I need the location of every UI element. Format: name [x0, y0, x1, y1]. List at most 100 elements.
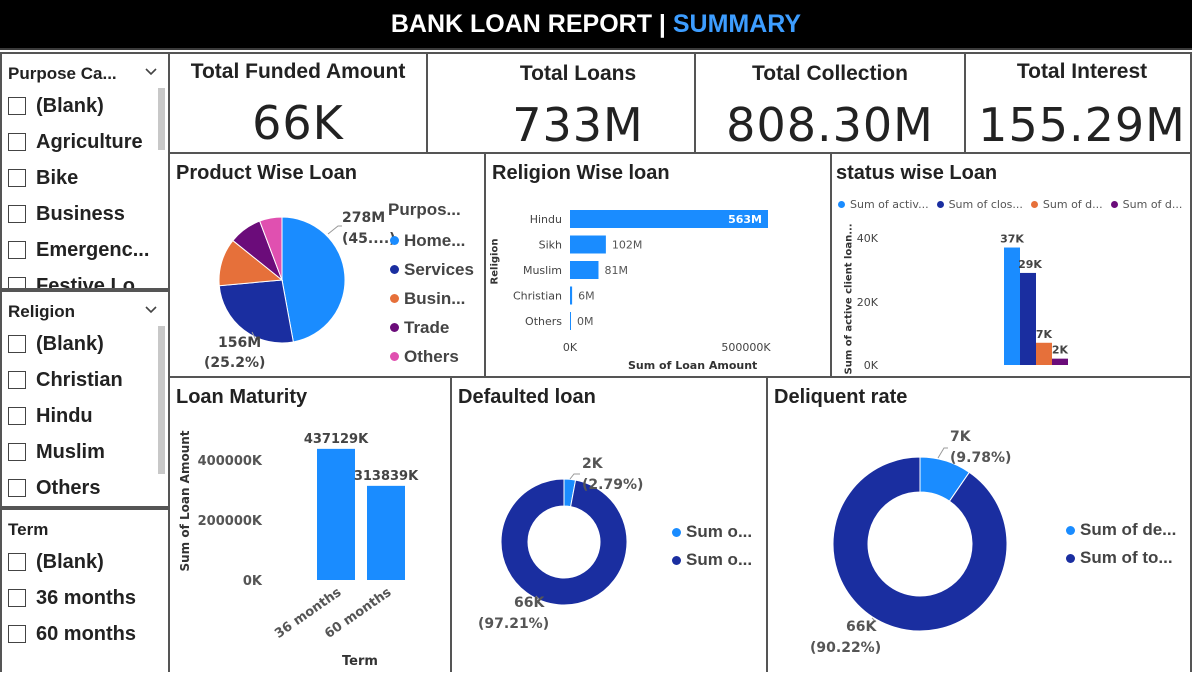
legend-item[interactable]: Sum o... [672, 518, 752, 546]
purpose-option[interactable]: Bike [8, 160, 152, 196]
purpose-option[interactable]: (Blank) [8, 88, 152, 124]
bar [570, 235, 606, 254]
bar [1036, 342, 1052, 365]
bar [570, 312, 571, 330]
leader-line [327, 225, 342, 235]
legend-item[interactable]: Busin... [390, 284, 474, 313]
y-tick-label: 400000K [198, 454, 263, 469]
religion-scrollbar[interactable] [158, 326, 165, 474]
legend-title: Purpos... [388, 200, 461, 219]
chevron-down-icon[interactable] [144, 65, 158, 79]
legend-dot [390, 265, 399, 274]
status-legend: Sum of activ... Sum of clos... Sum of d.… [838, 198, 1182, 211]
kpi-card-total-collection: Total Collection 808.30M [694, 52, 966, 154]
legend-item[interactable]: Sum of d... [1030, 198, 1103, 211]
kpi-title: Total Collection [752, 62, 908, 85]
term-slicer: Term (Blank) 36 months 60 months [0, 508, 170, 672]
legend-dot [390, 323, 399, 332]
purpose-option[interactable]: Emergenc... [8, 232, 152, 268]
legend-item[interactable]: Sum of clos... [936, 198, 1023, 211]
kpi-value: 155.29M [978, 98, 1186, 152]
checkbox[interactable] [8, 241, 26, 259]
donut-label-pct: (9.78%) [950, 450, 1012, 466]
religion-option[interactable]: Others [8, 470, 123, 506]
kpi-title: Total Funded Amount [190, 60, 406, 83]
report-title: BANK LOAN REPORT [390, 10, 652, 38]
pie-slice [218, 279, 294, 344]
data-label: 563M [728, 213, 762, 226]
legend-dot [936, 201, 944, 208]
purpose-option[interactable]: Festive Lo... [8, 268, 152, 288]
y-tick-label: 20K [857, 296, 879, 309]
legend-item[interactable]: Others [390, 342, 474, 371]
checkbox[interactable] [8, 335, 26, 353]
legend-item[interactable]: Sum of activ... [838, 198, 929, 211]
axis-title-x: Term [342, 654, 378, 669]
purpose-option[interactable]: Agriculture [8, 124, 152, 160]
axis-title-y: Sum of Loan Amount [178, 430, 192, 572]
checkbox[interactable] [8, 479, 26, 497]
pie-label-pct: (45....) [342, 231, 396, 247]
category-tick-label: Muslim [523, 264, 562, 277]
checkbox[interactable] [8, 443, 26, 461]
delinquent-donut-chart [832, 447, 1008, 632]
defaulted-donut-chart [500, 473, 628, 606]
delinquent-rate-panel: Deliquent rate 7K (9.78%) 66K (90.22%) S… [766, 376, 1192, 672]
legend-item[interactable]: Sum of d... [1110, 198, 1182, 211]
donut-label-pct: (97.21%) [478, 616, 550, 632]
legend-item[interactable]: Sum o... [672, 546, 752, 574]
chevron-down-icon[interactable] [144, 303, 158, 317]
x-tick-label: 0K [563, 341, 578, 354]
checkbox[interactable] [8, 371, 26, 389]
term-option[interactable]: 60 months [8, 616, 136, 652]
religion-option[interactable]: Muslim [8, 434, 123, 470]
category-tick-label: Others [525, 315, 562, 328]
legend-dot [1030, 201, 1038, 208]
legend-item[interactable]: Trade [390, 313, 474, 342]
data-label: 7K [1036, 328, 1053, 341]
product-wise-loan-panel: Product Wise Loan 278M (45....) 156M (25… [168, 152, 486, 378]
data-label: 37K [1000, 233, 1024, 246]
checkbox[interactable] [8, 589, 26, 607]
product-pie-chart [218, 216, 346, 344]
checkbox[interactable] [8, 169, 26, 187]
kpi-card-total-funded: Total Funded Amount 66K [168, 52, 428, 154]
purpose-scrollbar[interactable] [158, 88, 165, 150]
purpose-option-list: (Blank) Agriculture Bike Business Emerge… [8, 88, 152, 288]
donut-label-value: 66K [514, 595, 545, 611]
bar [570, 286, 573, 305]
axis-title-y: Religion [489, 238, 501, 285]
kpi-title: Total Interest [1016, 60, 1148, 83]
legend-item[interactable]: Sum of to... [1066, 544, 1176, 572]
defaulted-loan-panel: Defaulted loan 2K (2.79%) 66K (97.21%) S… [450, 376, 768, 672]
religion-option[interactable]: Hindu [8, 398, 123, 434]
legend-item[interactable]: Sum of de... [1066, 516, 1176, 544]
checkbox[interactable] [8, 205, 26, 223]
purpose-slicer-title: Purpose Ca... [8, 64, 117, 83]
bar [1020, 272, 1036, 365]
checkbox[interactable] [8, 277, 26, 288]
legend-item[interactable]: Home... [390, 226, 474, 255]
panel-title: Deliquent rate [774, 386, 908, 408]
donut-slice [500, 478, 628, 606]
religion-option[interactable]: (Blank) [8, 326, 123, 362]
panel-title: Defaulted loan [458, 386, 596, 408]
checkbox[interactable] [8, 625, 26, 643]
term-option[interactable]: 36 months [8, 580, 136, 616]
title-separator: | [651, 10, 673, 38]
data-label: 102M [612, 239, 643, 252]
legend-item[interactable]: Services [390, 255, 474, 284]
kpi-value: 808.30M [726, 98, 934, 152]
panel-title: Religion Wise loan [492, 162, 670, 184]
term-option[interactable]: (Blank) [8, 544, 136, 580]
leader-line [569, 473, 580, 480]
checkbox[interactable] [8, 97, 26, 115]
data-label: 6M [578, 290, 595, 303]
leader-line [937, 447, 948, 459]
checkbox[interactable] [8, 133, 26, 151]
purpose-option[interactable]: Business [8, 196, 152, 232]
checkbox[interactable] [8, 407, 26, 425]
religion-option[interactable]: Christian [8, 362, 123, 398]
checkbox[interactable] [8, 553, 26, 571]
